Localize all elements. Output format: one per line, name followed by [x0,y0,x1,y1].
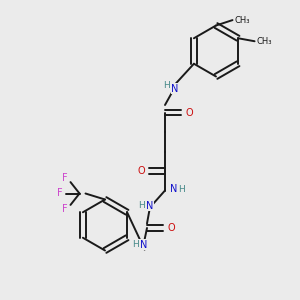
Text: N: N [146,200,154,211]
Text: F: F [62,203,67,214]
Text: N: N [170,184,177,194]
Text: O: O [167,223,175,233]
Text: O: O [185,107,193,118]
Text: H: H [178,184,185,194]
Text: O: O [137,166,145,176]
Text: N: N [171,83,178,94]
Text: CH₃: CH₃ [235,16,250,25]
Text: F: F [62,173,67,184]
Text: H: H [138,201,145,210]
Text: H: H [132,240,139,249]
Text: N: N [140,239,148,250]
Text: H: H [163,81,170,90]
Text: CH₃: CH₃ [257,37,272,46]
Text: F: F [57,188,63,199]
